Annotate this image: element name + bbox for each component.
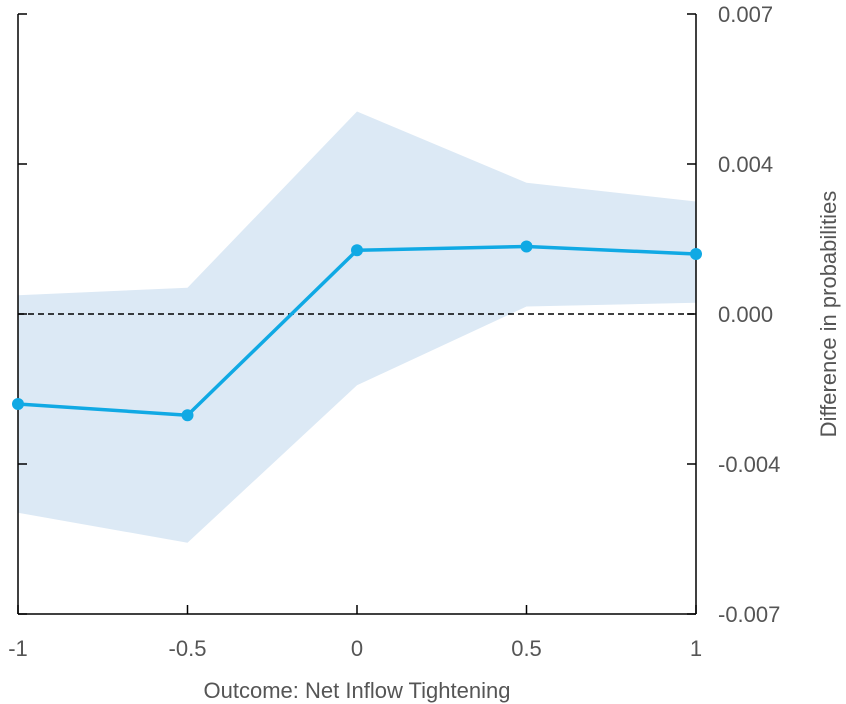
series-layer xyxy=(12,240,702,422)
x-tick-label: 1 xyxy=(690,636,702,661)
series-point xyxy=(181,409,194,422)
x-axis-title: Outcome: Net Inflow Tightening xyxy=(204,678,511,703)
y-tick-label: -0.007 xyxy=(718,602,780,627)
series-point xyxy=(351,244,363,257)
y-tick-label: -0.004 xyxy=(718,452,780,477)
confidence-band xyxy=(18,111,696,543)
x-tick-label: -1 xyxy=(8,636,28,661)
y-tick-label: 0.000 xyxy=(718,302,773,327)
confidence-band-layer xyxy=(18,111,696,543)
series-point xyxy=(690,248,702,260)
x-tick-label: 0.5 xyxy=(511,636,542,661)
x-tick-label: 0 xyxy=(351,636,363,661)
tick-label-layer: 0.007 0.004 0.000 -0.004 -0.007 -1 -0.5 0 0.5 1 xyxy=(8,2,780,661)
x-tick-label: -0.5 xyxy=(169,636,207,661)
axes-layer xyxy=(17,13,697,615)
series-point xyxy=(520,240,533,253)
y-tick-label: 0.007 xyxy=(718,2,773,27)
y-tick-label: 0.004 xyxy=(718,152,773,177)
series-point xyxy=(12,398,24,410)
y-axis-title: Difference in probabilities xyxy=(816,191,841,438)
